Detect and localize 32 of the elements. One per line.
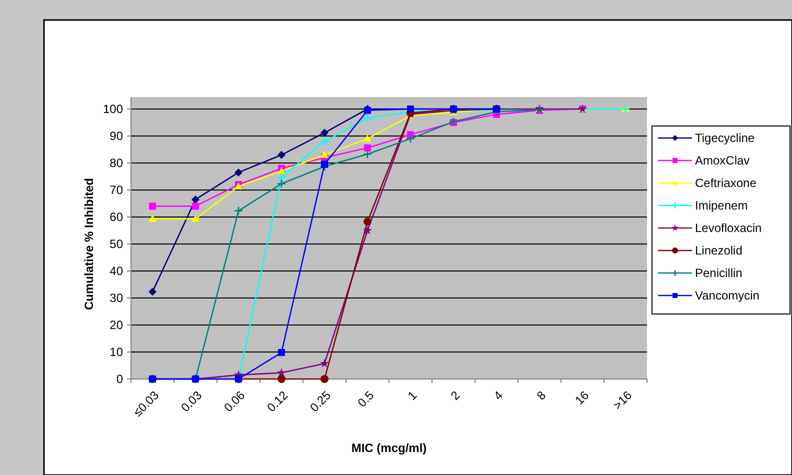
legend-label: Tigecycline — [695, 131, 755, 146]
y-tick-label: 30 — [110, 291, 124, 306]
x-tick-label: 16 — [572, 388, 592, 408]
x-tick-label: 0.5 — [354, 388, 377, 410]
legend-label: Levofloxacin — [695, 221, 762, 236]
y-tick-label: 0 — [116, 372, 124, 386]
x-tick-label: 1 — [404, 388, 420, 403]
y-tick-label: 40 — [110, 264, 124, 278]
x-tick-label: 0.25 — [307, 388, 334, 415]
legend-label: Linezolid — [695, 244, 742, 258]
x-tick-label: 4 — [490, 388, 506, 403]
x-axis-title: MIC (mcg/ml) — [351, 441, 427, 455]
x-tick-label: 0.03 — [178, 388, 205, 415]
legend-label: Ceftriaxone — [695, 176, 757, 190]
legend-label: Imipenem — [695, 198, 748, 213]
y-tick-label: 100 — [102, 102, 124, 116]
legend-label: AmoxClav — [695, 154, 750, 168]
legend-label: Penicillin — [695, 266, 742, 280]
y-tick-label: 80 — [110, 156, 124, 170]
x-tick-label: >16 — [610, 388, 635, 412]
y-tick-label: 60 — [110, 210, 124, 224]
y-tick-label: 50 — [110, 237, 124, 252]
y-tick-label: 70 — [110, 183, 124, 198]
legend-label: Vancomycin — [695, 288, 760, 303]
y-axis-title: Cumulative % Inhibited — [82, 178, 96, 310]
x-tick-label: 2 — [448, 388, 463, 403]
x-tick-label: 8 — [534, 388, 549, 403]
y-tick-label: 20 — [110, 318, 124, 332]
y-tick-label: 10 — [110, 345, 124, 360]
x-tick-label: 0.12 — [264, 388, 291, 415]
x-tick-label: 0.06 — [221, 388, 248, 415]
y-tick-label: 90 — [110, 129, 124, 144]
